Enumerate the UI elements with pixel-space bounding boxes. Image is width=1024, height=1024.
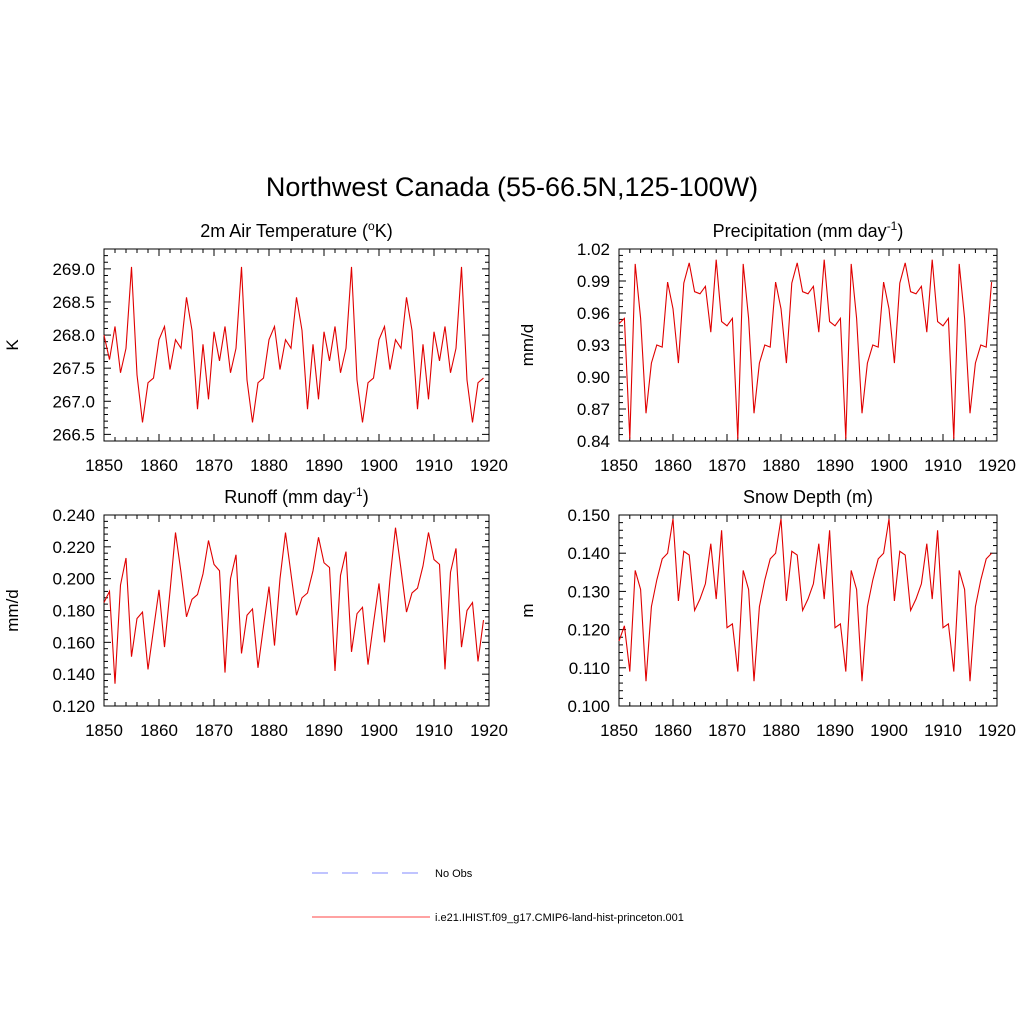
y-tick-label: 0.87 (577, 400, 610, 419)
y-axis-label: mm/d (3, 589, 22, 632)
y-tick-label: 267.5 (52, 359, 95, 378)
figure-title: Northwest Canada (55-66.5N,125-100W) (266, 172, 758, 202)
x-tick-label: 1880 (762, 456, 800, 475)
x-tick-label: 1920 (978, 456, 1016, 475)
panel-group: 1850 1860 1870 1880 1890 1900 1910 1920 266.5 267… (3, 219, 1016, 740)
y-tick-label: 0.110 (569, 659, 610, 678)
panel-title: Runoff (mm day-1) (224, 485, 368, 507)
x-tick-label: 1890 (816, 456, 854, 475)
y-tick-label: 0.100 (567, 697, 610, 716)
x-tick-label: 1850 (85, 721, 123, 740)
y-tick-label: 0.90 (577, 368, 610, 387)
x-tick-label: 1860 (140, 456, 178, 475)
x-tick-label: 1890 (816, 721, 854, 740)
x-tick-label: 1910 (415, 721, 453, 740)
x-tick-label: 1860 (654, 456, 692, 475)
plot-frame (103, 248, 490, 442)
x-tick-label: 1910 (924, 456, 962, 475)
x-tick-label: 1870 (195, 721, 233, 740)
x-tick-label: 1880 (250, 456, 288, 475)
x-tick-label: 1900 (870, 721, 908, 740)
y-tick-label: 269.0 (52, 260, 95, 279)
x-tick-label: 1890 (305, 721, 343, 740)
x-tick-label: 1850 (600, 456, 638, 475)
y-tick-label: 0.130 (567, 582, 610, 601)
panel-title: 2m Air Temperature (oK) (200, 219, 392, 241)
x-tick-label: 1880 (762, 721, 800, 740)
legend-label-no-obs: No Obs (435, 868, 473, 880)
series-line (103, 266, 484, 423)
y-tick-label: 0.96 (577, 304, 610, 323)
x-tick-label: 1910 (415, 456, 453, 475)
plot-frame (618, 248, 998, 442)
x-tick-label: 1900 (360, 721, 398, 740)
legend: No Obs i.e21.IHIST.f09_g17.CMIP6-land-hi… (312, 868, 684, 924)
x-tick-label: 1920 (978, 721, 1016, 740)
series-line (618, 259, 993, 439)
y-tick-label: 0.200 (52, 570, 95, 589)
y-tick-label: 268.5 (52, 293, 95, 312)
y-tick-label: 1.02 (577, 240, 610, 259)
panel-runoff: 1850 1860 1870 1880 1890 1900 1910 1920 0.120 0.1… (3, 485, 508, 740)
x-tick-label: 1900 (360, 456, 398, 475)
y-tick-label: 0.120 (52, 697, 95, 716)
x-tick-label: 1920 (470, 721, 508, 740)
y-tick-label: 0.99 (577, 272, 610, 291)
y-tick-label: 0.180 (52, 602, 95, 621)
series-line (103, 527, 485, 684)
y-tick-label: 0.120 (567, 621, 610, 640)
panel-temperature: 1850 1860 1870 1880 1890 1900 1910 1920 266.5 267… (3, 219, 508, 475)
y-tick-label: 0.140 (52, 665, 95, 684)
y-tick-label: 268.0 (52, 326, 95, 345)
x-tick-label: 1880 (250, 721, 288, 740)
y-tick-label: 0.240 (52, 506, 95, 525)
y-tick-label: 267.0 (52, 392, 95, 411)
y-tick-label: 0.93 (577, 336, 610, 355)
x-tick-label: 1860 (140, 721, 178, 740)
series-line (618, 518, 993, 682)
y-tick-label: 0.84 (577, 432, 610, 451)
legend-label-model: i.e21.IHIST.f09_g17.CMIP6-land-hist-prin… (435, 912, 684, 924)
y-tick-label: 0.150 (567, 506, 610, 525)
y-axis-label: mm/d (518, 324, 537, 367)
x-tick-label: 1920 (470, 456, 508, 475)
panel-precipitation: 1850 1860 1870 1880 1890 1900 1910 1920 0.84 0.87… (518, 219, 1016, 475)
x-tick-label: 1900 (870, 456, 908, 475)
y-tick-label: 266.5 (52, 425, 95, 444)
y-tick-label: 0.160 (52, 633, 95, 652)
x-tick-label: 1870 (708, 456, 746, 475)
x-tick-label: 1850 (600, 721, 638, 740)
y-tick-label: 0.140 (567, 544, 610, 563)
x-tick-label: 1860 (654, 721, 692, 740)
y-axis-label: m (518, 603, 537, 617)
x-tick-label: 1890 (305, 456, 343, 475)
x-tick-label: 1850 (85, 456, 123, 475)
panel-title: Snow Depth (m) (743, 487, 873, 507)
x-tick-label: 1870 (195, 456, 233, 475)
panel-title: Precipitation (mm day-1) (713, 219, 904, 241)
x-tick-label: 1870 (708, 721, 746, 740)
y-tick-label: 0.220 (52, 538, 95, 557)
x-tick-label: 1910 (924, 721, 962, 740)
plot-frame (618, 514, 998, 707)
y-axis-label: K (3, 339, 22, 351)
panel-snow-depth: 1850 1860 1870 1880 1890 1900 1910 1920 0.100 0.1… (518, 487, 1016, 740)
